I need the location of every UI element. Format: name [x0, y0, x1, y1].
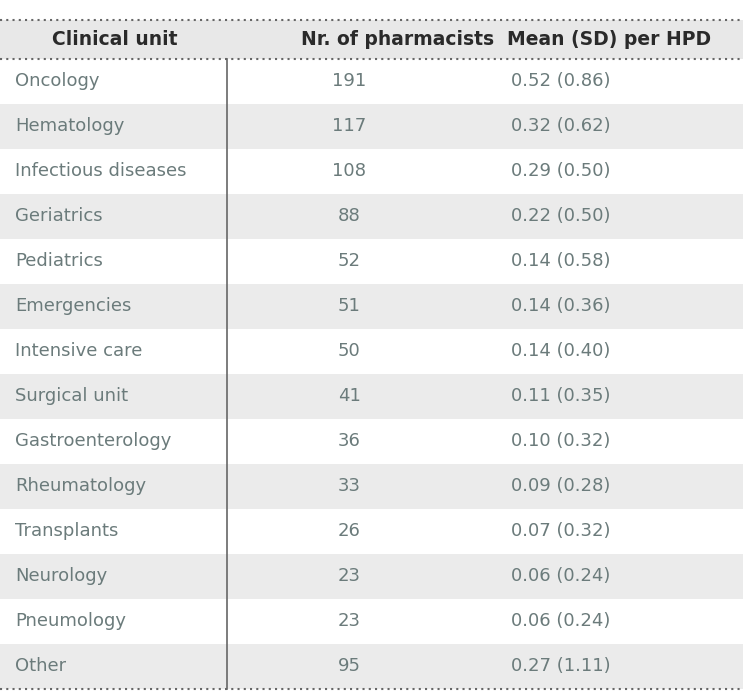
Text: 0.07 (0.32): 0.07 (0.32) — [511, 522, 611, 540]
Text: Gastroenterology: Gastroenterology — [15, 432, 171, 450]
Text: 0.09 (0.28): 0.09 (0.28) — [511, 477, 611, 495]
Text: Rheumatology: Rheumatology — [15, 477, 146, 495]
Text: 0.06 (0.24): 0.06 (0.24) — [511, 612, 611, 630]
Text: 52: 52 — [338, 252, 360, 270]
Text: Oncology: Oncology — [15, 72, 100, 90]
Text: Clinical unit: Clinical unit — [53, 29, 178, 49]
Text: Mean (SD) per HPD: Mean (SD) per HPD — [507, 29, 711, 49]
Text: 0.14 (0.58): 0.14 (0.58) — [511, 252, 611, 270]
Bar — [0, 419, 743, 464]
Text: Intensive care: Intensive care — [15, 342, 142, 360]
Text: 26: 26 — [338, 522, 360, 540]
Bar — [0, 284, 743, 328]
Text: 51: 51 — [338, 297, 360, 315]
Bar — [0, 148, 743, 194]
Text: 117: 117 — [332, 117, 366, 135]
Text: 0.29 (0.50): 0.29 (0.50) — [511, 162, 611, 180]
Text: 41: 41 — [338, 387, 360, 405]
Text: Transplants: Transplants — [15, 522, 118, 540]
Bar — [0, 238, 743, 284]
Text: 50: 50 — [338, 342, 360, 360]
Text: Hematology: Hematology — [15, 117, 124, 135]
Text: 0.22 (0.50): 0.22 (0.50) — [511, 207, 611, 225]
Text: 191: 191 — [332, 72, 366, 90]
Text: Geriatrics: Geriatrics — [15, 207, 103, 225]
Text: 0.11 (0.35): 0.11 (0.35) — [511, 387, 611, 405]
Text: 23: 23 — [338, 567, 360, 585]
Text: Surgical unit: Surgical unit — [15, 387, 128, 405]
Bar — [0, 553, 743, 599]
Bar — [0, 643, 743, 689]
Bar — [0, 328, 743, 374]
Text: 0.06 (0.24): 0.06 (0.24) — [511, 567, 611, 585]
Text: Pediatrics: Pediatrics — [15, 252, 103, 270]
Text: 0.14 (0.36): 0.14 (0.36) — [511, 297, 611, 315]
Text: 0.10 (0.32): 0.10 (0.32) — [511, 432, 611, 450]
Text: 88: 88 — [338, 207, 360, 225]
Text: Pneumology: Pneumology — [15, 612, 126, 630]
Text: Other: Other — [15, 657, 66, 675]
Text: 0.14 (0.40): 0.14 (0.40) — [511, 342, 611, 360]
Bar — [0, 464, 743, 509]
Bar — [0, 59, 743, 104]
Text: 0.52 (0.86): 0.52 (0.86) — [511, 72, 611, 90]
Text: 0.32 (0.62): 0.32 (0.62) — [511, 117, 611, 135]
Text: Infectious diseases: Infectious diseases — [15, 162, 186, 180]
Bar — [0, 599, 743, 643]
Bar — [0, 374, 743, 419]
Text: 95: 95 — [338, 657, 360, 675]
Text: Neurology: Neurology — [15, 567, 107, 585]
Text: 23: 23 — [338, 612, 360, 630]
Text: 36: 36 — [338, 432, 360, 450]
Text: 108: 108 — [332, 162, 366, 180]
Bar — [0, 104, 743, 148]
Bar — [0, 20, 743, 59]
Text: 33: 33 — [338, 477, 360, 495]
Text: Nr. of pharmacists: Nr. of pharmacists — [301, 29, 494, 49]
Bar — [0, 194, 743, 238]
Text: Emergencies: Emergencies — [15, 297, 132, 315]
Text: 0.27 (1.11): 0.27 (1.11) — [511, 657, 611, 675]
Bar — [0, 509, 743, 553]
